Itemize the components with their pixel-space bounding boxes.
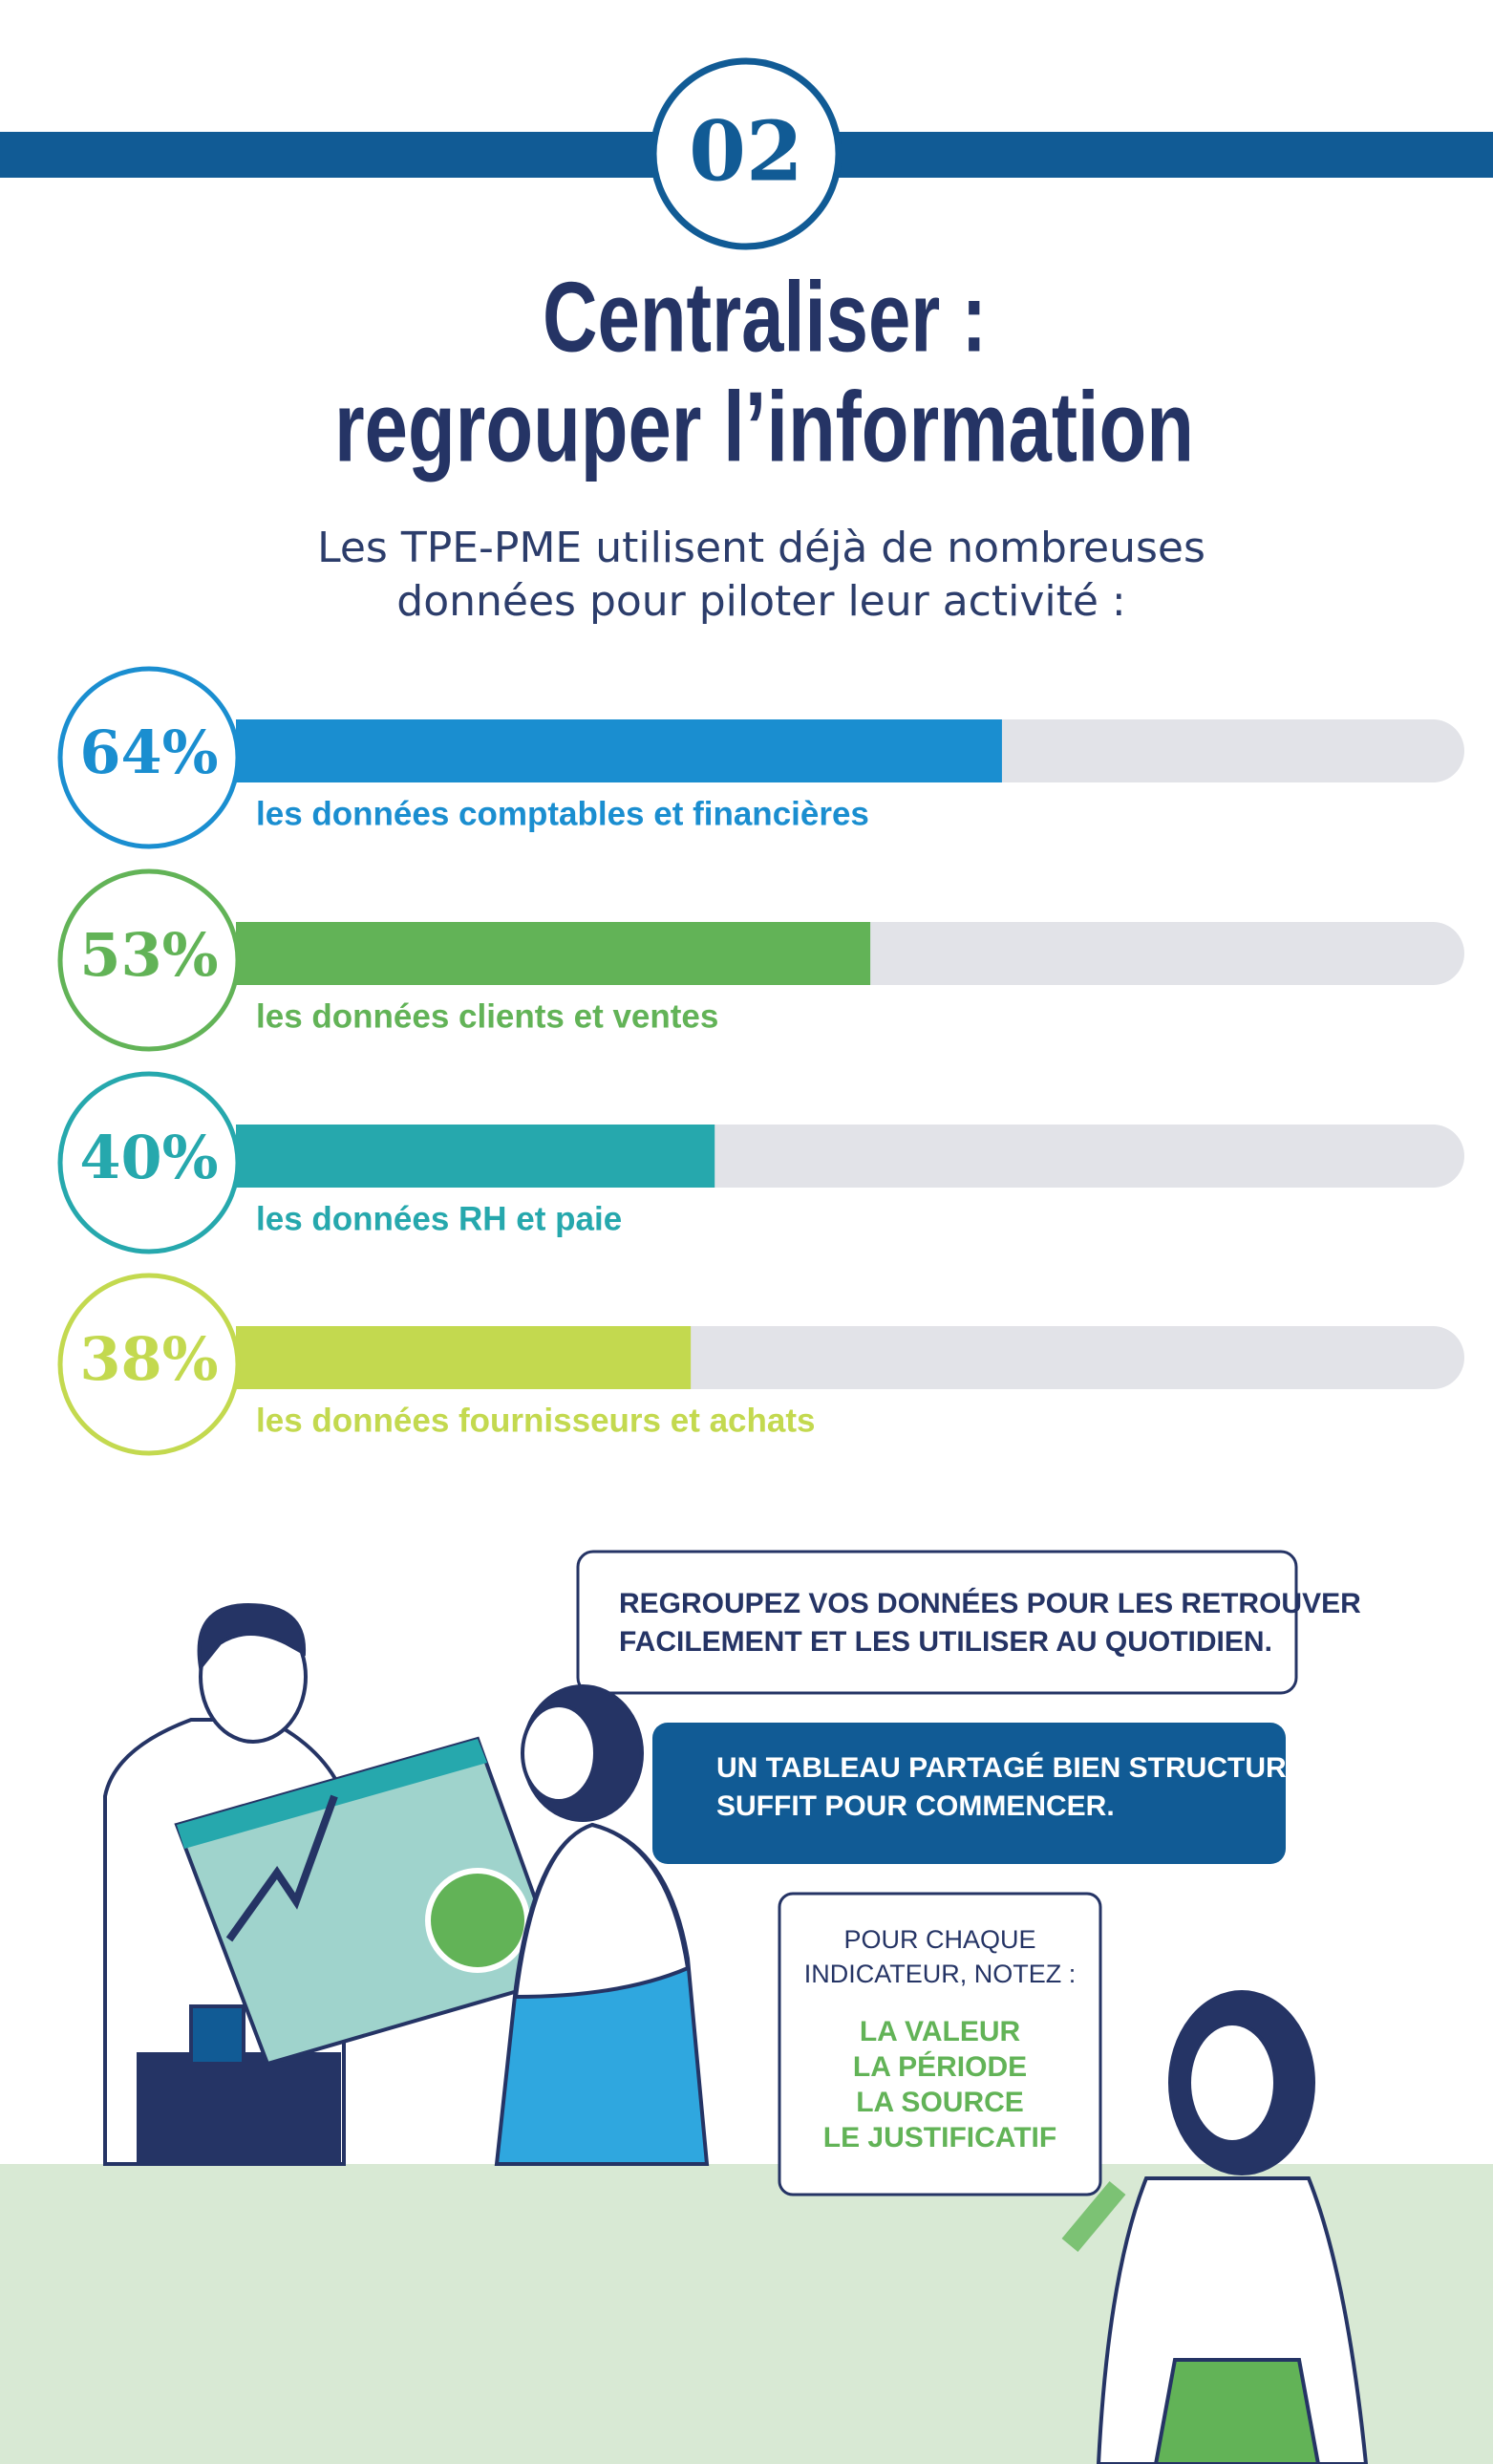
callout-item: LA SOURCE: [856, 2087, 1024, 2118]
bar: [236, 1326, 692, 1389]
tablet-illustration: [174, 1736, 566, 2067]
callout-text: FACILEMENT ET LES UTILISER AU QUOTIDIEN.: [619, 1626, 1272, 1658]
callout-text: INDICATEUR, NOTEZ :: [804, 1960, 1077, 1988]
callout-box: [778, 1892, 1102, 2196]
value-label: 40%: [79, 1123, 218, 1192]
category-label: les données clients et ventes: [256, 997, 718, 1035]
value-label: 53%: [79, 920, 218, 990]
value-label: 38%: [79, 1324, 218, 1394]
section-number: 02: [689, 104, 803, 201]
category-label: les données comptables et financières: [256, 795, 869, 832]
subtitle: données pour piloter leur activité :: [396, 577, 1125, 626]
callout-box: [652, 1723, 1286, 1864]
value-badge: [57, 1071, 241, 1254]
woman-illustration: [1061, 1990, 1369, 2464]
bar: [236, 719, 1002, 782]
bar: [236, 1125, 715, 1188]
callout-item: LE JUSTIFICATIF: [823, 2122, 1056, 2153]
callout-text: POUR CHAQUE: [843, 1925, 1035, 1954]
callout-text: REGROUPEZ VOS DONNÉES POUR LES RETROUVER: [619, 1587, 1361, 1619]
callout-text: UN TABLEAU PARTAGÉ BIEN STRUCTURÉ: [716, 1751, 1306, 1784]
value-badge: [57, 666, 241, 849]
value-label: 64%: [79, 718, 218, 787]
title: regrouper l’information: [334, 372, 1194, 482]
woman-illustration: [494, 1684, 710, 2166]
callout-text: SUFFIT POUR COMMENCER.: [716, 1790, 1115, 1822]
value-badge: [57, 868, 241, 1052]
category-label: les données fournisseurs et achats: [256, 1402, 815, 1439]
bar: [236, 922, 871, 985]
callout-item: LA VALEUR: [860, 2016, 1021, 2047]
title: Centraliser :: [543, 262, 987, 373]
callout-box: [576, 1550, 1298, 1695]
callout-item: LA PÉRIODE: [853, 2050, 1027, 2083]
value-badge: [57, 1273, 241, 1456]
subtitle: Les TPE-PME utilisent déjà de nombreuses: [317, 524, 1205, 572]
number-badge: [650, 57, 842, 250]
category-label: les données RH et paie: [256, 1200, 622, 1237]
